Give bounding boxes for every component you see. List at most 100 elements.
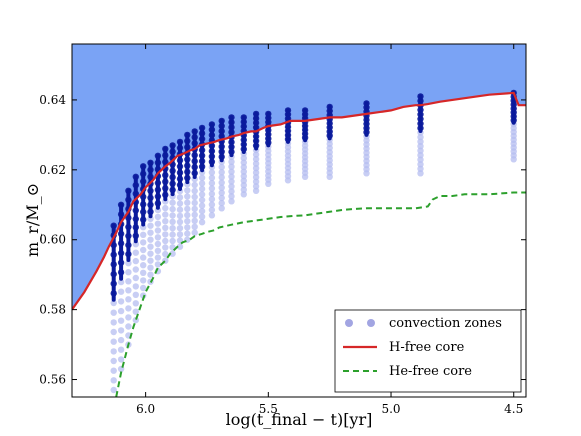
convection-point <box>162 244 169 251</box>
convection-point <box>147 243 154 250</box>
convection-point <box>191 199 198 207</box>
convection-point <box>240 177 247 184</box>
convection-point <box>147 229 154 236</box>
convection-point <box>252 178 260 185</box>
convection-point <box>184 187 191 194</box>
convection-point <box>417 143 424 150</box>
convection-point <box>252 160 260 167</box>
convection-point <box>176 212 184 220</box>
convection-point <box>184 205 191 213</box>
convection-point <box>176 218 184 226</box>
convection-point <box>218 199 225 207</box>
he-free-core-line <box>115 191 526 397</box>
convection-point <box>154 247 162 254</box>
convection-point <box>417 161 424 168</box>
convection-point <box>417 152 424 159</box>
convection-point <box>208 174 216 181</box>
convection-point <box>198 219 206 226</box>
convection-point <box>110 319 117 326</box>
convection-point <box>162 231 169 238</box>
convection-point <box>198 213 206 220</box>
convection-point <box>198 207 206 215</box>
convection-point <box>140 239 147 246</box>
convection-point <box>208 206 216 214</box>
convection-point <box>110 328 117 336</box>
convection-point <box>169 237 176 245</box>
convection-point <box>140 254 147 261</box>
convection-point <box>117 288 125 295</box>
convection-point <box>147 236 154 243</box>
convection-point <box>228 193 235 200</box>
convection-point <box>110 357 117 365</box>
convection-point <box>132 257 139 265</box>
convection-point <box>154 213 162 221</box>
legend-convection-marker-1 <box>345 319 353 327</box>
convection-point <box>132 266 139 273</box>
legend-h-label: H-free core <box>389 340 465 355</box>
y-tick-label: 0.64 <box>39 93 66 107</box>
convection-point <box>191 205 198 213</box>
convection-zones <box>110 89 517 394</box>
convection-point <box>117 346 125 353</box>
convection-point <box>252 183 260 190</box>
convection-point <box>117 298 125 305</box>
convection-point <box>417 133 424 141</box>
plot-frame <box>71 43 527 398</box>
convection-point <box>198 185 206 193</box>
convection-point <box>162 250 169 258</box>
convection-point <box>198 191 206 198</box>
convection-point <box>184 211 191 219</box>
convection-point <box>125 260 132 267</box>
convection-point <box>132 241 139 248</box>
convection-point <box>110 338 117 345</box>
convection-point <box>240 163 247 171</box>
convection-point <box>117 336 125 344</box>
convection-point <box>132 300 139 307</box>
convection-point <box>176 225 184 232</box>
envelope-fill <box>72 44 526 310</box>
convection-point <box>184 193 191 200</box>
y-axis: 0.56 0.58 0.60 0.62 0.64 <box>39 93 526 387</box>
convection-point <box>218 169 225 176</box>
convection-point <box>252 151 260 158</box>
convection-point <box>252 174 260 181</box>
y-tick-label: 0.56 <box>39 373 66 387</box>
convection-point <box>140 269 147 276</box>
h-free-core-line <box>72 91 526 311</box>
convection-point <box>252 187 260 194</box>
legend-convection-marker-2 <box>367 319 375 327</box>
convection-point <box>132 308 139 315</box>
convection-point <box>125 287 132 294</box>
convection-point <box>132 249 139 256</box>
convection-point <box>218 174 225 181</box>
x-axis: 6.0 5.5 5.0 4.5 <box>136 44 523 416</box>
convection-point <box>162 224 169 231</box>
convection-point <box>191 211 198 218</box>
convection-point <box>169 250 176 257</box>
convection-point <box>208 196 216 203</box>
convection-point <box>252 165 260 172</box>
convection-point <box>228 188 235 195</box>
convection-point <box>117 327 125 334</box>
convection-point <box>125 323 132 330</box>
convection-point <box>191 223 198 230</box>
convection-point <box>117 356 125 363</box>
convection-point <box>417 170 424 177</box>
convection-point <box>240 191 247 198</box>
legend-convection-label: convection zones <box>389 316 502 331</box>
convection-point <box>208 212 216 219</box>
convection-point <box>162 211 169 218</box>
convection-point <box>208 180 216 187</box>
convection-point <box>240 173 247 180</box>
convection-point <box>147 222 154 229</box>
plot-area <box>71 43 527 398</box>
convection-point <box>228 173 235 180</box>
convection-point <box>198 202 206 209</box>
x-tick-label: 6.0 <box>136 402 155 416</box>
convection-point <box>140 262 147 269</box>
convection-point <box>240 168 247 175</box>
legend-he-label: He-free core <box>389 364 472 379</box>
convection-point <box>208 185 216 192</box>
convection-point <box>191 229 198 236</box>
convection-point <box>184 224 191 231</box>
